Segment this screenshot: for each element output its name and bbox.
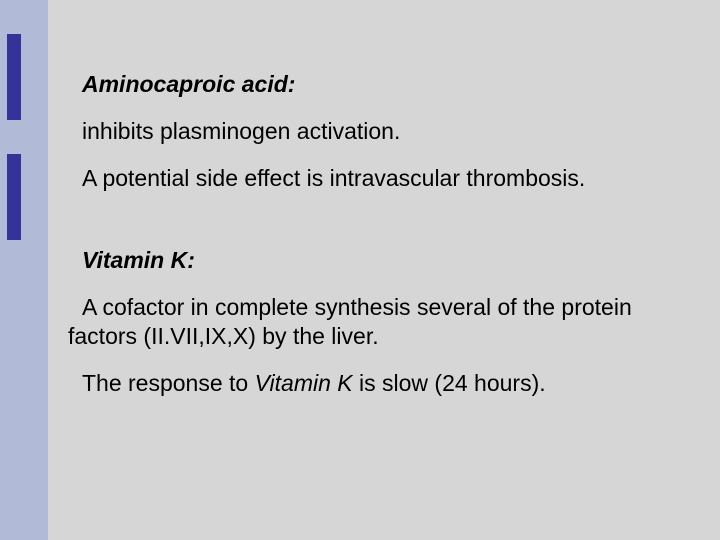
section2-heading: Vitamin K:: [68, 246, 690, 275]
section1-p1: inhibits plasminogen activation.: [68, 117, 690, 146]
section1-p2: A potential side effect is intravascular…: [68, 164, 690, 193]
slide-content: Aminocaproic acid: inhibits plasminogen …: [48, 0, 720, 540]
accent-bar-2: [7, 154, 21, 240]
slide-sidebar: [0, 0, 48, 540]
section2-p2: The response to Vitamin K is slow (24 ho…: [68, 369, 690, 398]
accent-bar-1: [7, 34, 21, 120]
section2-p2-post: is slow (24 hours).: [353, 370, 546, 396]
section1-heading: Aminocaproic acid:: [68, 70, 690, 99]
section2-p2-pre: The response to: [82, 370, 255, 396]
section2-p2-ital: Vitamin K: [255, 370, 353, 396]
section2-p1: A cofactor in complete synthesis several…: [68, 293, 690, 351]
